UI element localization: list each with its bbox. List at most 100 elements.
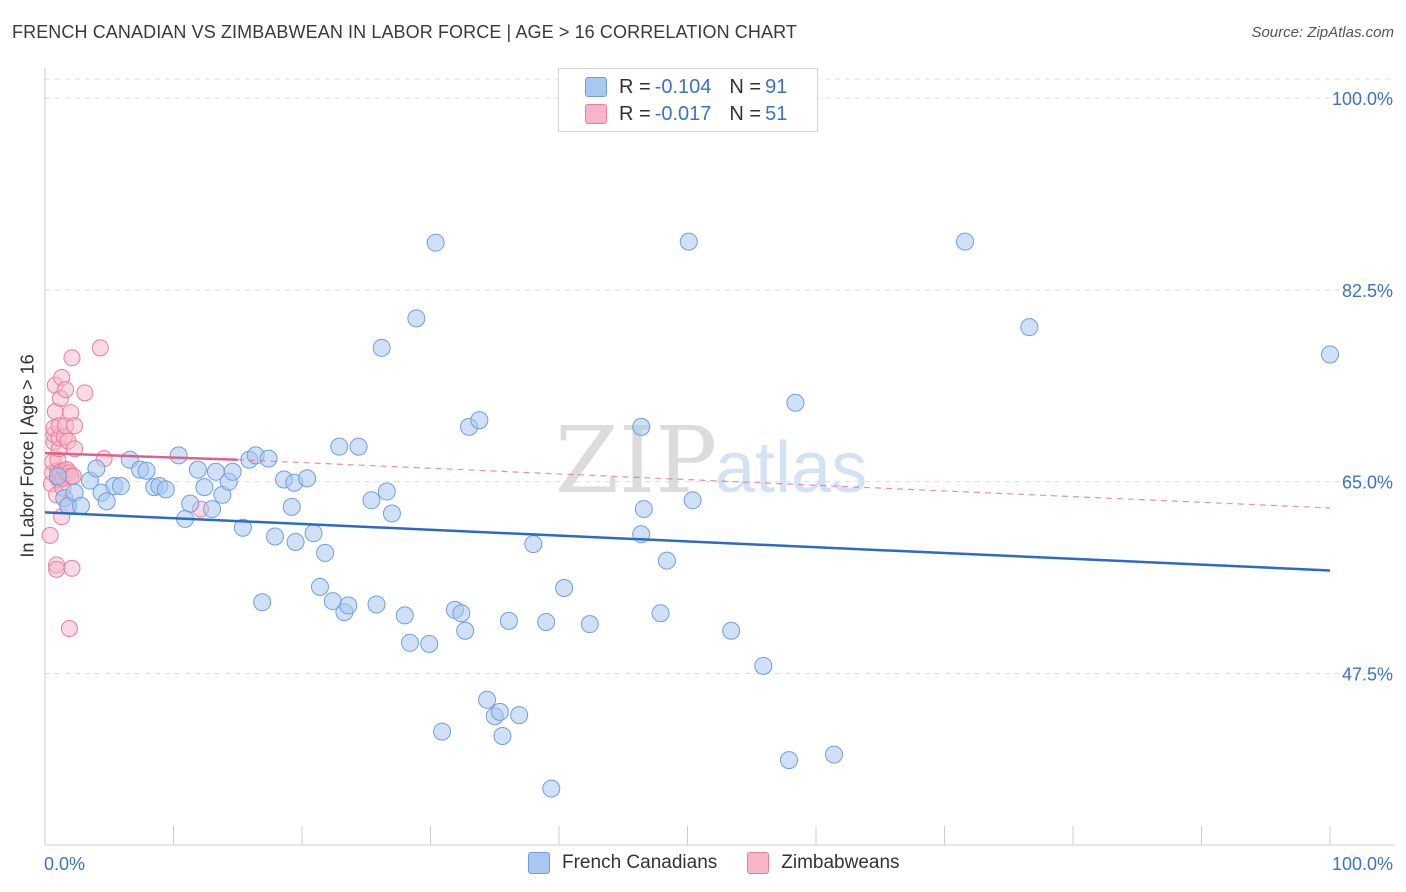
french-canadians-point xyxy=(367,595,386,614)
legend-swatch-blue xyxy=(528,852,550,874)
french-canadians-point xyxy=(282,497,301,516)
french-canadians-point xyxy=(316,543,335,562)
french-canadians-point xyxy=(266,527,285,546)
french-canadians-point xyxy=(349,437,368,456)
french-canadians-point xyxy=(478,690,497,709)
zimbabweans-point xyxy=(63,559,81,577)
french-canadians-point xyxy=(420,634,439,653)
french-canadians-point xyxy=(490,702,509,721)
zimbabweans-point xyxy=(48,560,66,578)
french-canadians-point xyxy=(71,496,90,515)
french-canadians-point xyxy=(330,437,349,456)
legend-n-value: 91 xyxy=(765,75,788,98)
zimbabweans-point xyxy=(57,381,75,399)
axis-layer xyxy=(44,68,1395,846)
french-canadians-point xyxy=(111,477,130,496)
french-canadians-point xyxy=(259,449,278,468)
legend-row-french-canadians: R = -0.104 N = 91 xyxy=(585,75,787,99)
stats-legend: R = -0.104 N = 91 R = -0.017 N = 51 xyxy=(558,68,818,132)
french-canadians-point xyxy=(400,633,419,652)
french-canadians-point xyxy=(298,469,317,488)
zimbabweans-point xyxy=(66,440,84,458)
french-canadians-point xyxy=(426,233,445,252)
french-canadians-point xyxy=(339,596,358,615)
french-canadians-point xyxy=(679,232,698,251)
zimbabweans-point xyxy=(91,339,109,357)
trend-lines xyxy=(44,451,1331,572)
legend-r-label: R = xyxy=(619,75,651,98)
legend-n-value: 51 xyxy=(765,102,788,125)
legend-label-zimbabweans: Zimbabweans xyxy=(781,852,900,873)
legend-label-french-canadians: French Canadians xyxy=(562,852,718,873)
french-canadians-point xyxy=(470,411,489,430)
legend-swatch-blue xyxy=(585,77,607,97)
zimbabweans-point xyxy=(76,384,94,402)
french-canadians-point xyxy=(372,338,391,357)
legend-r-value: -0.017 xyxy=(654,102,712,125)
legend-n-label: N = xyxy=(729,102,762,125)
french-canadians-point xyxy=(310,577,329,596)
x-tick-label-min: 0.0% xyxy=(44,854,85,874)
watermark-atlas: atlas xyxy=(715,428,867,508)
series-legend: French Canadians Zimbabweans xyxy=(528,852,930,874)
french-canadians-point xyxy=(87,459,106,478)
zimbabweans-point xyxy=(41,526,59,544)
zimbabweans-point xyxy=(64,467,82,485)
french-canadians-point xyxy=(253,593,272,612)
french-canadians-point xyxy=(97,492,116,511)
french-canadians-point xyxy=(456,621,475,640)
french-canadians-point xyxy=(286,532,305,551)
french-canadians-point xyxy=(395,606,414,625)
y-tick-label: 65.0% xyxy=(1342,473,1393,493)
french-canadians-point xyxy=(169,446,188,465)
watermark: ZIP atlas xyxy=(555,407,867,514)
french-canadians-point xyxy=(195,478,214,497)
french-canadians-point xyxy=(452,604,471,623)
x-tick-label-max: 100.0% xyxy=(1332,854,1393,874)
legend-swatch-pink xyxy=(585,104,607,124)
french-canadians-point xyxy=(304,524,323,543)
french-canadians-point xyxy=(524,535,543,554)
french-canadians-point xyxy=(48,467,67,486)
french-canadians-point xyxy=(156,480,175,499)
french-canadians-point xyxy=(634,500,653,519)
zimbabweans-point xyxy=(66,417,84,435)
legend-row-zimbabweans: R = -0.017 N = 51 xyxy=(585,102,787,126)
french-canadians-point xyxy=(377,482,396,501)
french-canadians-point xyxy=(181,494,200,513)
french-canadians-point xyxy=(956,232,975,251)
legend-r-value: -0.104 xyxy=(654,75,712,98)
french-canadians-point xyxy=(542,779,561,798)
french-canadians-point xyxy=(362,491,381,510)
chart-title: FRENCH CANADIAN VS ZIMBABWEAN IN LABOR F… xyxy=(12,22,797,42)
legend-item-french-canadians[interactable]: French Canadians xyxy=(528,852,717,874)
french-canadians-point xyxy=(555,578,574,597)
french-canadians-point xyxy=(510,706,529,725)
french-canadians-point xyxy=(632,417,651,436)
legend-swatch-pink xyxy=(747,852,770,874)
y-tick-label: 82.5% xyxy=(1342,281,1393,301)
french-canadians-point xyxy=(537,612,556,631)
french-canadians-point xyxy=(754,656,773,675)
french-canadians-point xyxy=(1020,318,1039,337)
tick-labels: 47.5% 65.0% 82.5% 100.0% 0.0% 100.0% xyxy=(44,89,1393,874)
legend-r-label: R = xyxy=(619,102,651,125)
y-tick-label: 47.5% xyxy=(1342,665,1393,685)
zimbabweans-trend-line xyxy=(44,451,238,461)
french-canadians-point xyxy=(223,462,242,481)
zimbabweans-point xyxy=(63,349,81,367)
french-canadians-point xyxy=(493,726,512,745)
french-canadians-point xyxy=(233,518,252,537)
french-canadians-point xyxy=(780,751,799,770)
french-canadians-point xyxy=(203,500,222,519)
grid-layer xyxy=(45,78,1395,674)
french-canadians-point xyxy=(1321,345,1339,364)
french-canadians-point xyxy=(786,393,805,412)
source-label: Source: ZipAtlas.com xyxy=(1251,24,1394,41)
french-canadians-point xyxy=(433,722,452,741)
french-canadians-point xyxy=(651,604,670,623)
french-canadians-point xyxy=(499,611,518,630)
legend-item-zimbabweans[interactable]: Zimbabweans xyxy=(747,852,900,874)
french-canadians-point xyxy=(137,461,156,480)
